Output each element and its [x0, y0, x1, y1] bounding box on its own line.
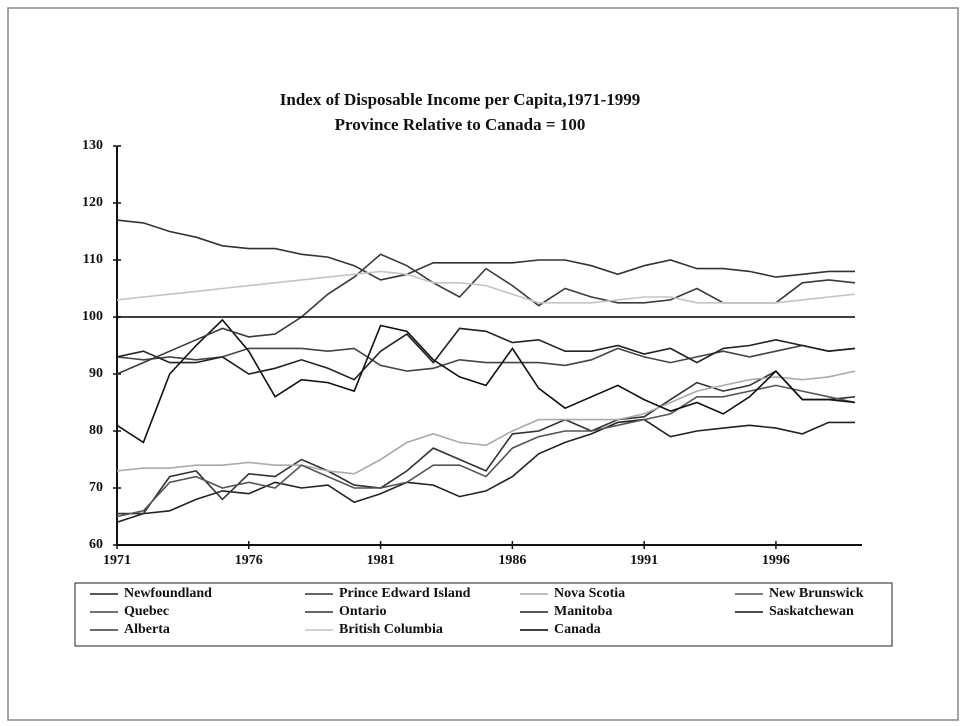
legend-label: Newfoundland — [124, 586, 212, 601]
series-line — [116, 384, 856, 518]
series-line — [116, 370, 856, 475]
legend-label: Manitoba — [554, 604, 612, 619]
series-line — [116, 327, 856, 381]
y-tick-label: 110 — [83, 252, 103, 267]
series-line — [117, 370, 856, 515]
chart-title: Index of Disposable Income per Capita,19… — [280, 90, 640, 109]
legend-label: Nova Scotia — [554, 586, 625, 601]
legend-label: Prince Edward Island — [339, 586, 471, 601]
y-tick-label: 130 — [82, 138, 103, 153]
x-tick-label: 1971 — [103, 553, 131, 568]
legend-label: Saskatchewan — [769, 604, 854, 619]
series-line — [116, 318, 856, 444]
y-tick-label: 60 — [89, 537, 103, 552]
x-tick-label: 1981 — [367, 553, 395, 568]
legend-label: New Brunswick — [769, 586, 864, 601]
y-tick-label: 90 — [89, 366, 103, 381]
x-tick-label: 1996 — [762, 553, 790, 568]
legend-label: Ontario — [339, 604, 386, 619]
legend-label: Alberta — [124, 622, 170, 637]
frame — [7, 7, 959, 721]
series-line — [116, 219, 855, 281]
y-tick-label: 100 — [82, 309, 103, 324]
legend-label: Quebec — [124, 604, 169, 619]
x-tick-label: 1976 — [235, 553, 263, 568]
y-tick-label: 70 — [89, 480, 103, 495]
series-line — [116, 418, 855, 523]
legend-label: British Columbia — [339, 622, 443, 637]
x-tick-label: 1991 — [630, 553, 658, 568]
x-tick-label: 1986 — [498, 553, 526, 568]
legend-box — [74, 582, 893, 647]
y-tick-label: 120 — [82, 195, 103, 210]
chart-subtitle: Province Relative to Canada = 100 — [335, 115, 586, 134]
y-tick-label: 80 — [89, 423, 103, 438]
series-line — [116, 270, 856, 304]
series-line — [116, 344, 856, 372]
legend-label: Canada — [554, 622, 601, 637]
